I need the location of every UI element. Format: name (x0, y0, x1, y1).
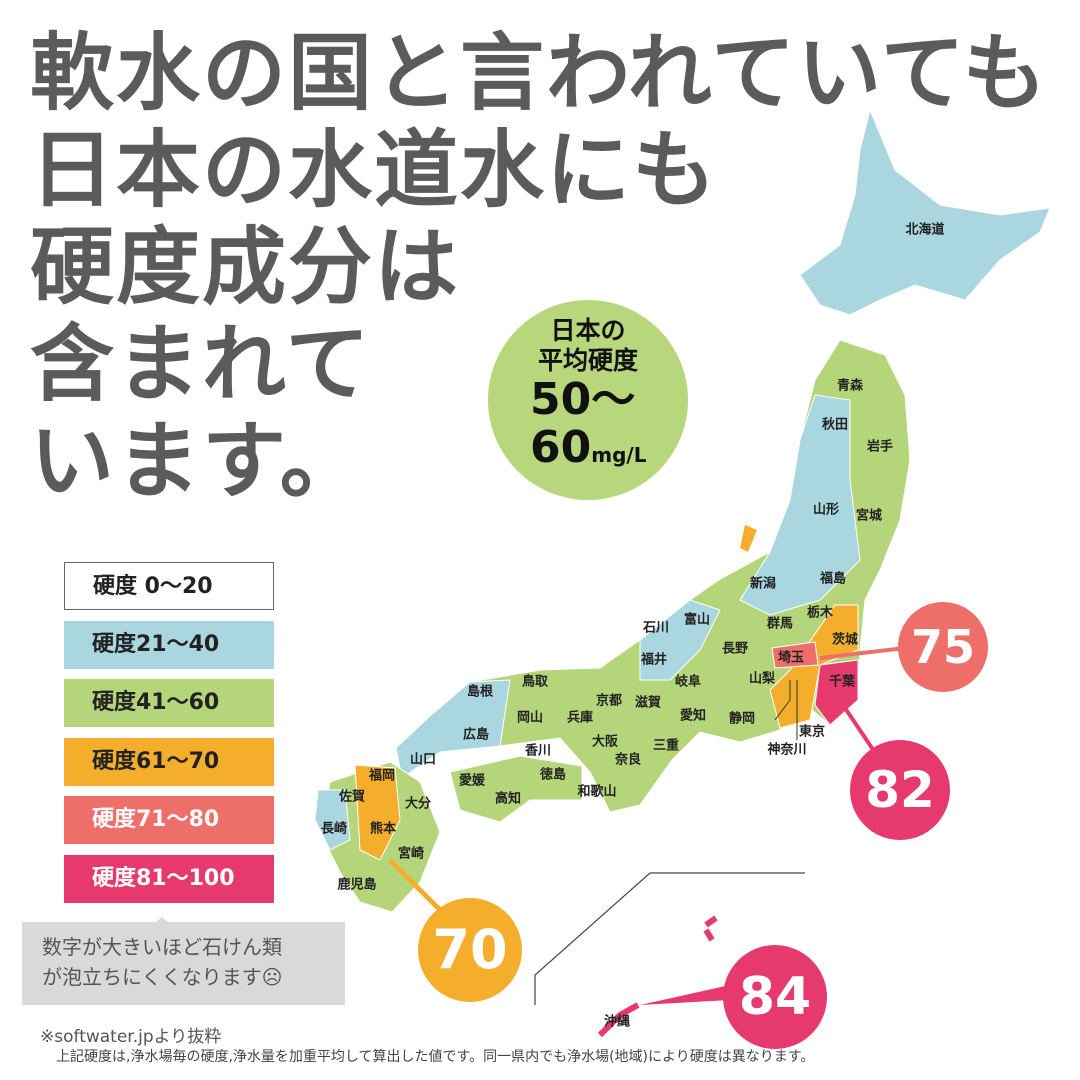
source-credit: ※softwater.jpより抜粋 (40, 1027, 222, 1047)
tokyo-pointer-lines (774, 680, 798, 740)
legend-item: 硬度61〜70 (64, 737, 274, 786)
average-label: 平均硬度 (537, 346, 638, 375)
hardness-callout-82: 82 (850, 740, 950, 840)
prefecture-label: 富山 (683, 612, 711, 628)
prefecture-label: 東京 (798, 724, 826, 740)
shikoku-region (449, 755, 583, 823)
legend-item: 硬度81〜100 (64, 854, 274, 903)
kumamoto-region (354, 764, 401, 861)
prefecture-label: 愛媛 (458, 773, 486, 789)
prefecture-label: 石川 (642, 620, 670, 636)
prefecture-label: 佐賀 (338, 789, 366, 805)
hardness-callout-75: 75 (898, 602, 988, 692)
prefecture-label: 広島 (462, 727, 490, 743)
headline-line: 硬度成分は (30, 218, 461, 316)
prefecture-label: 鹿児島 (337, 877, 377, 893)
prefecture-label: 鳥取 (521, 674, 549, 690)
prefecture-label: 岡山 (516, 710, 544, 726)
average-value: 60 (530, 422, 592, 473)
prefecture-label: 秋田 (821, 417, 849, 433)
headline-line: 含まれて (30, 315, 372, 413)
headline-line: います。 (30, 412, 366, 510)
prefecture-label: 宮崎 (397, 846, 425, 862)
callout-line-75 (819, 646, 906, 660)
footnote: 上記硬度は,浄水場毎の硬度,浄水量を加重平均して算出した値です。同一県内でも浄水… (56, 1049, 815, 1065)
legend-item: 硬度 0〜20 (64, 562, 274, 610)
prefecture-label: 山形 (812, 502, 840, 518)
kanto-orange-region (769, 604, 859, 729)
prefecture-label: 埼玉 (777, 650, 805, 666)
headline-line: 軟水の国と言われていても (30, 24, 1049, 122)
prefecture-label: 愛知 (679, 708, 707, 724)
prefecture-label: 青森 (836, 378, 864, 394)
chugoku-west-region (395, 679, 511, 779)
prefecture-label: 茨城 (831, 632, 859, 648)
note-bubble: 数字が大きいほど石けん類 が泡立ちにくくなります☹ (22, 917, 345, 1005)
prefecture-label: 島根 (466, 684, 494, 700)
prefecture-label: 福岡 (368, 768, 396, 784)
legend-item: 硬度21〜40 (64, 620, 274, 669)
average-unit: mg/L (591, 443, 647, 467)
hardness-callout-70: 70 (418, 898, 522, 1002)
prefecture-label: 神奈川 (767, 742, 807, 758)
prefecture-label: 山梨 (748, 671, 776, 687)
prefecture-label: 福井 (640, 652, 668, 668)
prefecture-label: 和歌山 (577, 784, 617, 800)
note-line: 数字が大きいほど石けん類 (42, 935, 282, 959)
legend-item: 硬度71〜80 (64, 796, 274, 844)
legend-item: 硬度41〜60 (64, 679, 274, 727)
prefecture-label: 徳島 (539, 767, 567, 783)
prefecture-label: 福島 (819, 571, 847, 587)
sado-island (740, 525, 757, 552)
prefecture-label: 高知 (494, 791, 522, 807)
prefecture-label: 京都 (595, 693, 623, 709)
prefecture-label: 山口 (409, 752, 437, 768)
headline-line: 日本の水道水にも (30, 121, 719, 219)
prefecture-label: 新潟 (749, 576, 777, 592)
prefecture-label: 大阪 (591, 734, 619, 750)
prefecture-label: 北海道 (905, 222, 945, 238)
prefecture-label: 熊本 (369, 821, 397, 837)
prefecture-label: 長野 (721, 641, 749, 657)
average-value: 50〜 (530, 374, 636, 425)
prefecture-label: 大分 (404, 796, 432, 812)
note-line: が泡立ちにくくなります☹ (42, 965, 283, 989)
kyushu-west-region (314, 789, 351, 851)
prefecture-label: 静岡 (728, 711, 756, 727)
tohoku-west-region (739, 394, 861, 616)
prefecture-label: 宮城 (855, 508, 883, 524)
headline: 軟水の国と言われていても 日本の水道水にも 硬度成分は 含まれて います。 (30, 25, 1049, 510)
prefecture-label: 岩手 (866, 439, 894, 455)
prefecture-label: 沖縄 (603, 1014, 631, 1030)
hokuriku-region (639, 599, 721, 681)
prefecture-label: 香川 (524, 743, 552, 759)
prefecture-label: 群馬 (766, 616, 794, 632)
hardness-callout-84: 84 (723, 945, 827, 1049)
prefecture-label: 滋賀 (634, 695, 662, 711)
prefecture-label: 奈良 (614, 752, 642, 768)
okinawa-inset-border (534, 872, 805, 1005)
callout-line-84 (640, 985, 730, 1005)
prefecture-label: 岐阜 (674, 674, 702, 690)
hokkaido-region (799, 108, 1051, 316)
prefecture-label: 長崎 (320, 821, 348, 837)
okinawa-island (597, 915, 718, 1038)
average-hardness-badge: 日本の 平均硬度 50〜 60mg/L (488, 300, 688, 500)
average-label: 日本の (550, 316, 626, 345)
saitama-region (771, 641, 819, 669)
prefecture-label: 兵庫 (566, 710, 594, 726)
prefecture-label: 三重 (652, 738, 680, 754)
prefecture-label: 千葉 (828, 674, 856, 690)
prefecture-label: 栃木 (806, 605, 834, 621)
